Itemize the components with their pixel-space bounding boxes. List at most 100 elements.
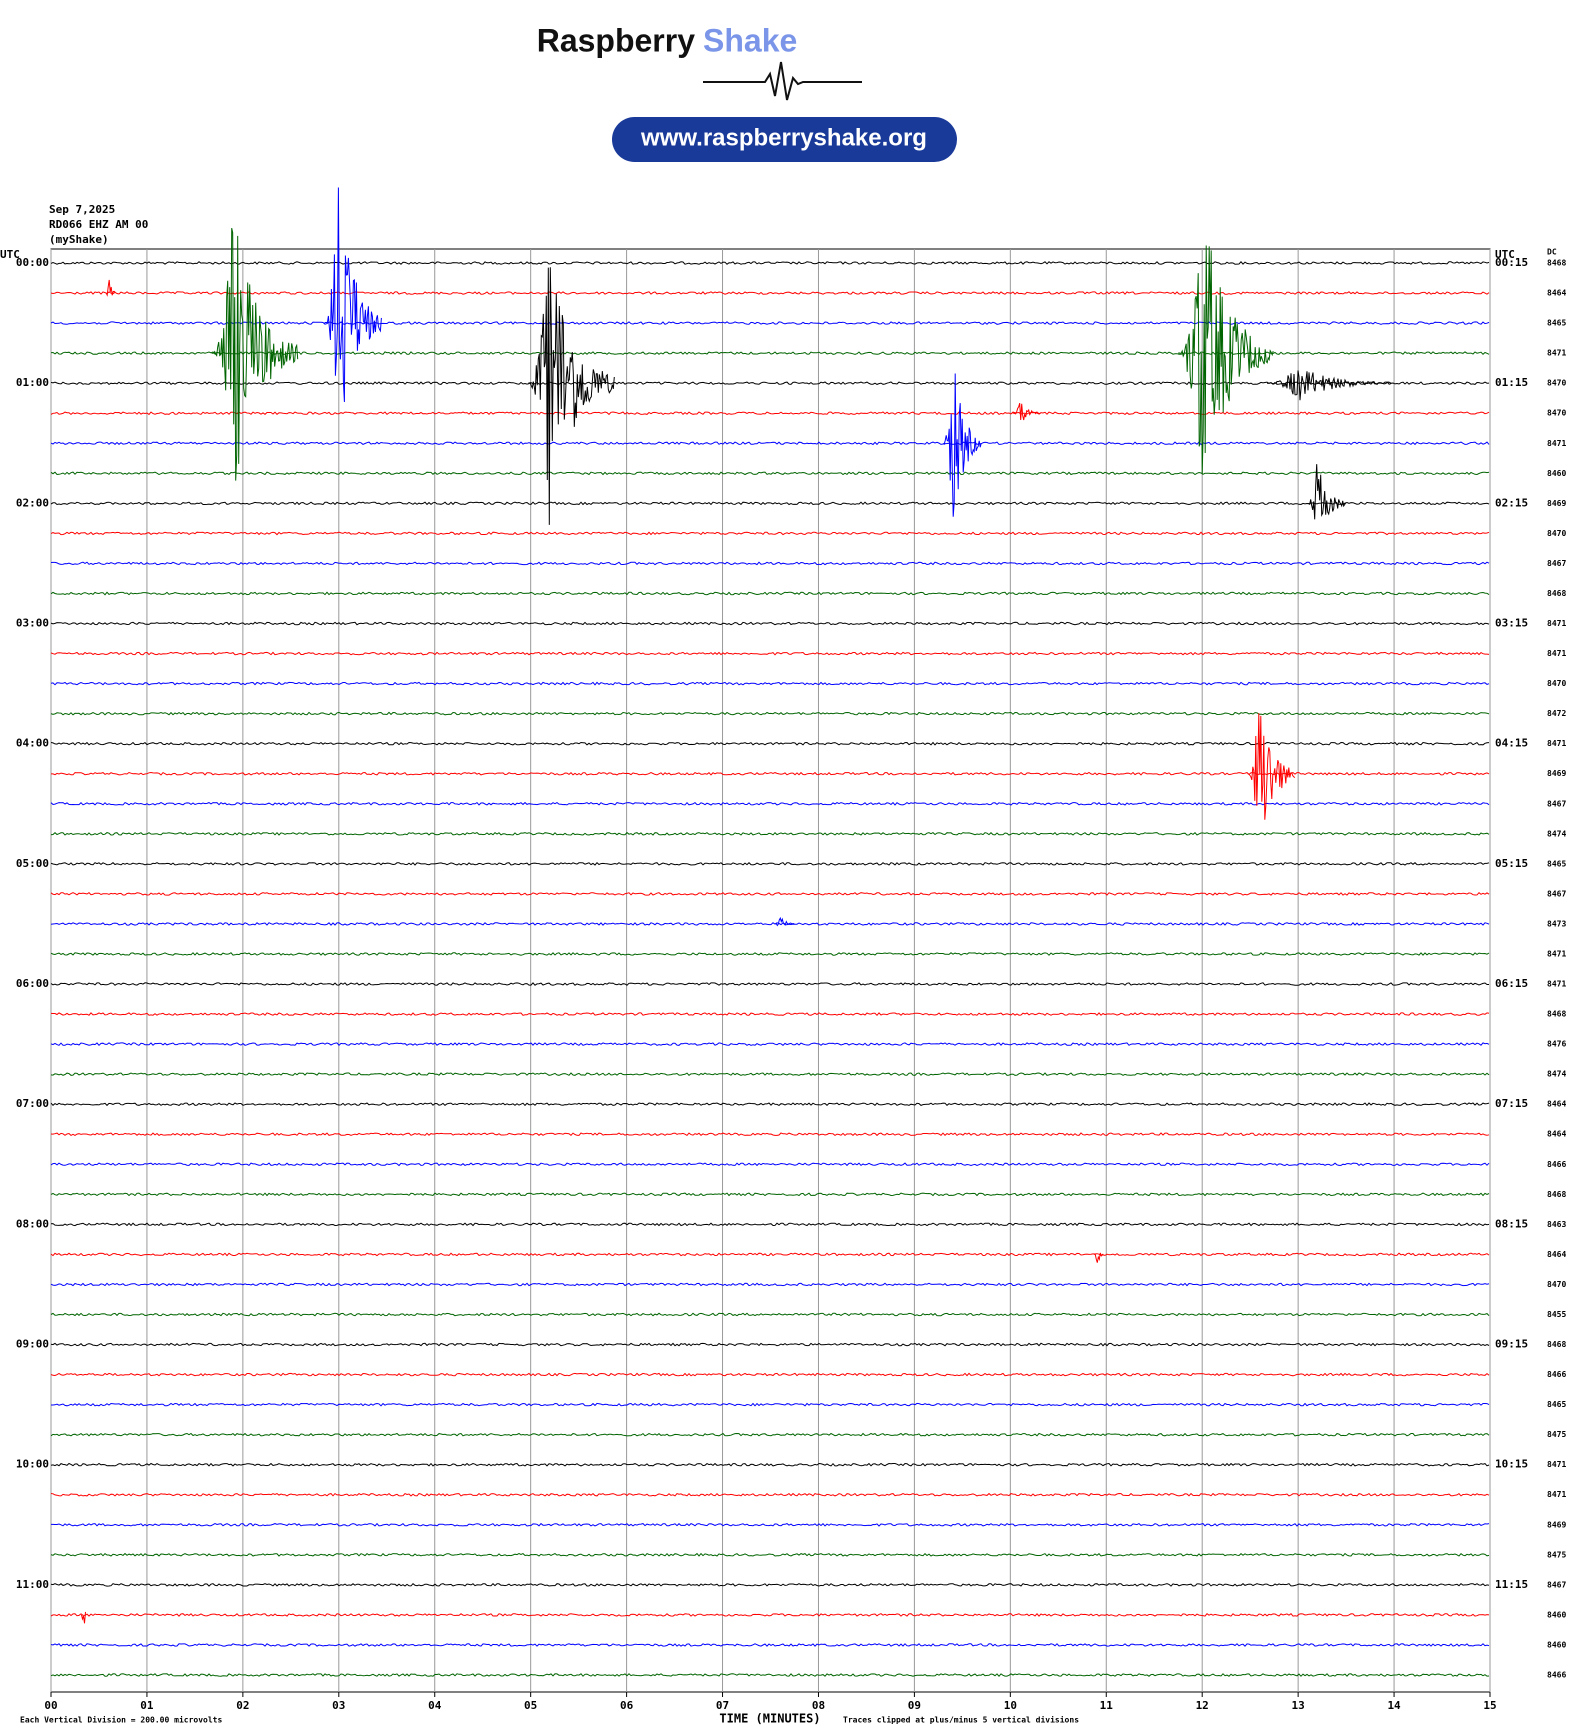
x-tick-label: 05 (524, 1699, 537, 1712)
dc-value: 8471 (1547, 980, 1566, 989)
dc-value: 8475 (1547, 1430, 1566, 1439)
trace (50, 1042, 1490, 1047)
trace (50, 591, 1490, 596)
hour-label-left: 08:00 (16, 1217, 49, 1230)
dc-value: 8474 (1547, 829, 1566, 838)
dc-value: 8475 (1547, 1550, 1566, 1559)
trace (50, 561, 1490, 566)
dc-value: 8471 (1547, 619, 1566, 628)
trace (50, 741, 1490, 746)
dc-value: 8470 (1547, 409, 1566, 418)
x-tick-label: 07 (716, 1699, 729, 1712)
scale-note: Each Vertical Division = 200.00 microvol… (20, 1715, 222, 1725)
brand-light: Shake (703, 22, 797, 58)
dc-value: 8460 (1547, 1640, 1566, 1649)
x-tick-label: 04 (428, 1699, 442, 1712)
event-burst (1307, 464, 1347, 520)
x-tick-label: 03 (332, 1699, 345, 1712)
trace (50, 1552, 1490, 1557)
hour-label-right: 04:15 (1495, 737, 1528, 750)
x-tick-label: 02 (236, 1699, 249, 1712)
hour-label-left: 04:00 (16, 737, 49, 750)
hour-label-left: 11:00 (16, 1578, 49, 1591)
trace (50, 681, 1490, 686)
dc-value: 8455 (1547, 1310, 1566, 1319)
hour-label-left: 03:00 (16, 617, 49, 630)
x-tick-label: 14 (1387, 1699, 1401, 1712)
trace (51, 1402, 1490, 1407)
trace (50, 1282, 1490, 1287)
dc-value: 8467 (1547, 1580, 1566, 1589)
trace (50, 291, 1490, 295)
dc-value: 8465 (1547, 1400, 1566, 1409)
dc-value: 8471 (1547, 739, 1566, 748)
dc-value: 8468 (1547, 589, 1566, 598)
hour-label-right: 06:15 (1495, 977, 1528, 990)
dc-value: 8471 (1547, 949, 1566, 958)
hour-label-right: 07:15 (1495, 1097, 1528, 1110)
dc-value: 8468 (1547, 1190, 1566, 1199)
x-tick-label: 01 (140, 1699, 154, 1712)
dc-value: 8476 (1547, 1040, 1566, 1049)
dc-value: 8467 (1547, 559, 1566, 568)
hour-label-right: 08:15 (1495, 1217, 1528, 1230)
hour-label-left: 09:00 (16, 1338, 49, 1351)
event-burst (81, 1611, 86, 1624)
left-axis-title: UTC (0, 248, 20, 261)
trace (50, 381, 1490, 386)
hour-label-left: 07:00 (16, 1097, 49, 1110)
hour-label-left: 01:00 (16, 376, 49, 389)
trace (50, 952, 1490, 956)
hour-label-right: 01:15 (1495, 376, 1528, 389)
trace (50, 1583, 1490, 1587)
trace (50, 651, 1490, 656)
trace (51, 1522, 1490, 1527)
trace (50, 501, 1490, 506)
event-burst (528, 267, 615, 525)
hour-label-right: 05:15 (1495, 857, 1528, 870)
dc-value: 8467 (1547, 889, 1566, 898)
dc-value: 8471 (1547, 439, 1566, 448)
trace (50, 411, 1490, 416)
event-burst (1094, 1252, 1104, 1263)
trace (50, 1252, 1490, 1257)
traces (50, 261, 1490, 1677)
x-tick-label: 08 (812, 1699, 825, 1712)
x-tick-label: 10 (1004, 1699, 1017, 1712)
dc-value: 8472 (1547, 709, 1566, 718)
trace (50, 801, 1490, 806)
dc-value: 8468 (1547, 1340, 1566, 1349)
url-button[interactable] (612, 117, 957, 162)
trace (50, 1673, 1490, 1677)
dc-value: 8474 (1547, 1070, 1566, 1079)
dc-value: 8463 (1547, 1220, 1566, 1229)
dc-value: 8469 (1547, 1520, 1566, 1529)
dc-value: 8469 (1547, 499, 1566, 508)
trace (50, 1312, 1490, 1317)
event-burst (942, 373, 982, 517)
url-text[interactable]: www.raspberryshake.org (640, 124, 927, 151)
x-axis-label: TIME (MINUTES) (719, 1712, 820, 1726)
dc-value: 8467 (1547, 799, 1566, 808)
trace (50, 1643, 1490, 1647)
event-burst (324, 187, 382, 403)
trace (50, 892, 1490, 896)
trace (50, 471, 1490, 476)
dc-value: 8471 (1547, 349, 1566, 358)
dc-value: 8470 (1547, 679, 1566, 688)
trace (50, 711, 1490, 716)
logo-wave (703, 61, 862, 101)
x-tick-label: 12 (1196, 1699, 1209, 1712)
hour-label-left: 02:00 (16, 496, 49, 509)
date: Sep 7,2025 (49, 203, 115, 216)
trace (50, 1132, 1490, 1137)
hour-label-right: 10:15 (1495, 1458, 1528, 1471)
trace (50, 261, 1490, 265)
trace (50, 1492, 1490, 1497)
dc-title: DC (1547, 248, 1557, 257)
event-burst (211, 227, 299, 481)
dc-value: 8470 (1547, 379, 1566, 388)
trace (50, 1342, 1490, 1347)
trace (50, 1162, 1490, 1167)
